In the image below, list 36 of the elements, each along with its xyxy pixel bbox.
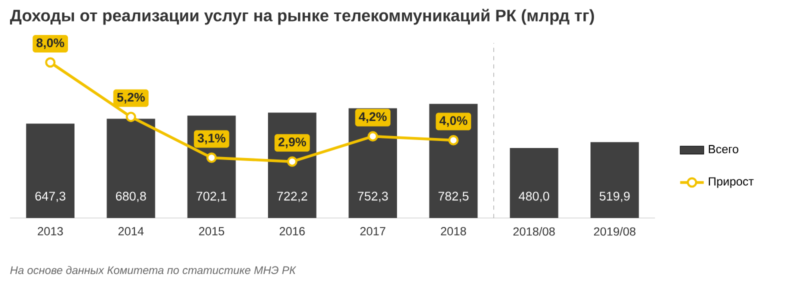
data-label: 8,0% [36, 38, 64, 50]
data-label: 722,2 [277, 192, 308, 202]
x-tick-label: 2016 [280, 227, 305, 236]
x-tick-label: 2019/08 [594, 227, 636, 236]
legend-label: Прирост [708, 177, 754, 188]
data-label: 5,2% [117, 92, 145, 104]
data-label: 680,8 [116, 192, 146, 202]
bar [26, 124, 74, 218]
text: На основе данных Комитета по статистике МНЭ РК [10, 266, 296, 274]
data-label: 782,5 [438, 192, 468, 202]
data-label: 480,0 [518, 192, 550, 202]
data-label: 752,3 [358, 192, 388, 202]
point [368, 131, 378, 142]
x-tick-label: 2013 [38, 227, 63, 236]
chart-title: Доходы от реализации услуг на рынке телекоммуникаций РК (млрд тг) [10, 8, 594, 25]
data-label: 2,9% [278, 138, 306, 148]
data-label: 647,3 [35, 192, 66, 202]
point [45, 57, 56, 68]
x-tick-label: 2018 [440, 227, 466, 236]
x-tick-label: 2014 [118, 227, 144, 236]
data-label: 702,1 [196, 192, 227, 202]
point [448, 135, 459, 146]
data-label: 4,2% [358, 112, 387, 123]
bar [510, 148, 558, 218]
point [126, 112, 136, 122]
legend-label: Всего [708, 145, 738, 154]
data-label: 519,9 [600, 192, 630, 202]
point [286, 156, 298, 167]
bar [106, 118, 156, 218]
data-label: 4,0% [439, 116, 468, 127]
data-label: 3,1% [198, 134, 226, 144]
x-tick-label: 2015 [199, 227, 224, 236]
x-tick-label: 2018/08 [513, 227, 555, 236]
bar [590, 142, 639, 218]
point [206, 152, 217, 163]
x-tick-label: 2017 [360, 227, 386, 236]
